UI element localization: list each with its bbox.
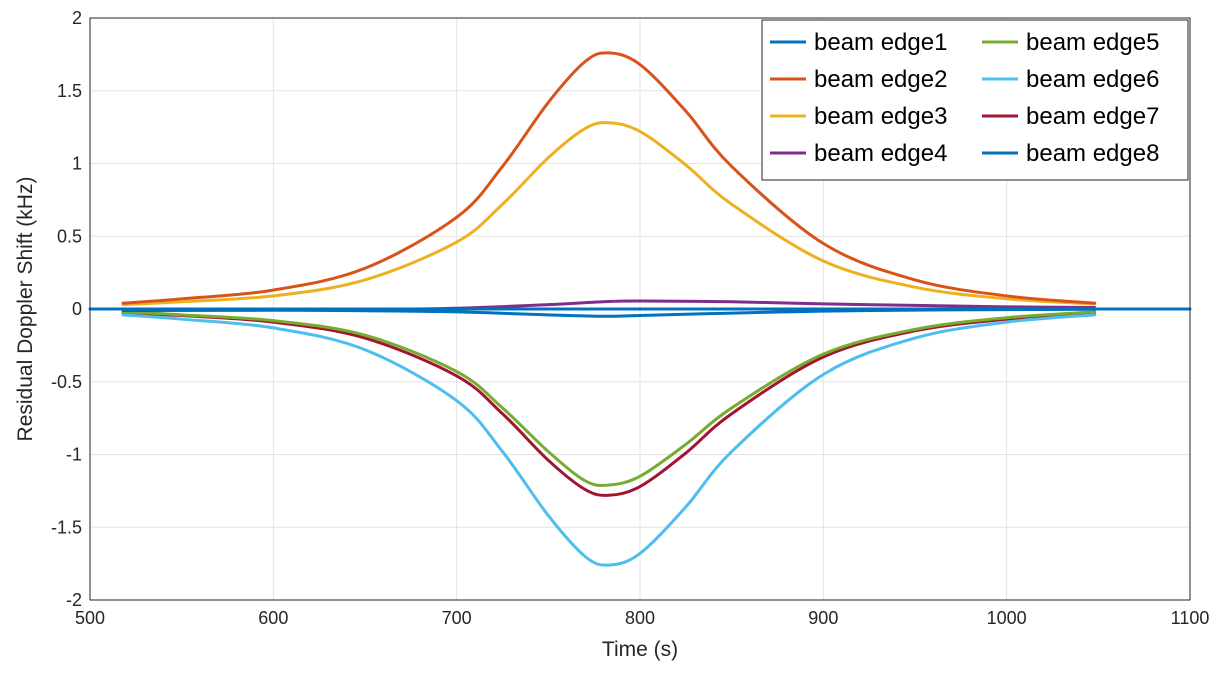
y-tick-label: 0.5 [57, 226, 82, 246]
legend-entry: beam edge1 [814, 29, 947, 56]
x-tick-label: 1000 [987, 608, 1027, 628]
y-tick-label: -1.5 [51, 517, 82, 537]
series-line-6 [121, 313, 1097, 567]
ticks: 500 600 700 800 900 1000 1100 -2 -1.5 -1 -0.5 0 0.5 1… [51, 8, 1209, 628]
y-axis-label: Residual Doppler Shift (kHz) [14, 177, 37, 442]
legend-entry: beam edge6 [1026, 66, 1159, 93]
x-tick-label: 600 [258, 608, 288, 628]
y-tick-label: 1 [72, 154, 82, 174]
x-tick-label: 500 [75, 608, 105, 628]
x-tick-label: 900 [808, 608, 838, 628]
series-line-3 [121, 121, 1097, 307]
series-line-7 [121, 311, 1097, 497]
y-tick-label: 0 [72, 299, 82, 319]
series-layer [88, 51, 1192, 567]
y-tick-label: -0.5 [51, 372, 82, 392]
y-tick-label: 2 [72, 8, 82, 28]
legend-entry: beam edge7 [1026, 103, 1159, 130]
x-axis-label: Time (s) [602, 638, 678, 661]
series-line-5 [121, 310, 1097, 487]
legend-box [761, 19, 1189, 181]
plot-frame [89, 17, 1191, 601]
series-line-2 [121, 51, 1097, 305]
legend-entry: beam edge2 [814, 66, 947, 93]
x-tick-label: 700 [442, 608, 472, 628]
y-tick-label: -1 [66, 445, 82, 465]
x-tick-label: 800 [625, 608, 655, 628]
y-tick-label: -2 [66, 590, 82, 610]
legend: beam edge1 beam edge2 beam edge3 beam edge4… [761, 19, 1189, 181]
legend-entry: beam edge4 [814, 140, 947, 167]
legend-entry: beam edge8 [1026, 140, 1159, 167]
legend-entry: beam edge3 [814, 103, 947, 130]
x-tick-label: 1100 [1171, 608, 1210, 628]
y-tick-label: 1.5 [57, 81, 82, 101]
legend-entry: beam edge5 [1026, 29, 1159, 56]
